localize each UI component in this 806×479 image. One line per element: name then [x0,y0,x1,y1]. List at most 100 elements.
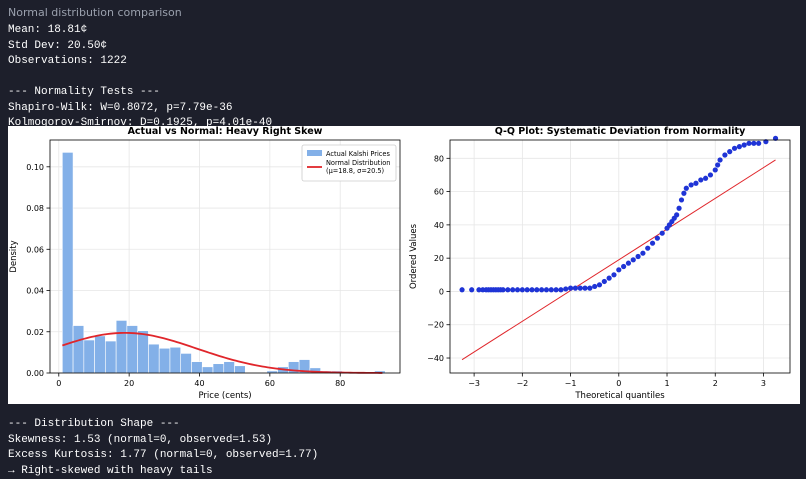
hist-xlabel: Price (cents) [198,391,251,401]
y-tick-label: 0.02 [26,328,44,337]
legend-label-normal-line: Normal Distribution [326,159,390,167]
figure: 0 20 40 60 80 0.00 0.02 0.04 0.06 0.08 0.10 Actual … [8,126,800,404]
output-line: Excess Kurtosis: 1.77 (normal=0, observe… [8,449,319,461]
cell-title: Normal distribution comparison [8,6,182,19]
qq-point [558,287,564,293]
qq-point [678,197,685,203]
output-line: Observations: 1222 [8,55,127,67]
x-tick-label: 0 [56,379,61,388]
y-tick-label: 0.10 [26,163,44,172]
qq-point [567,285,574,291]
histogram-bar [83,339,95,374]
output-line: Mean: 18.81¢ [8,24,88,36]
histogram-bar [72,325,85,374]
qq-point [514,287,521,293]
qq-point [543,287,550,293]
qq-point [640,250,646,256]
qq-point [645,245,651,251]
legend-box [301,144,397,182]
qq-point [616,267,622,273]
qq-point [529,287,535,293]
qq-point [698,177,704,183]
histogram-bar [137,330,149,374]
qq-point [524,287,530,293]
qq-point [476,287,482,293]
histogram-bar [201,366,214,374]
legend-label-normal: Normal Distribution (μ=18.8, σ=20.5) [326,159,390,175]
qq-point [469,287,475,293]
output-line: Skewness: 1.53 (normal=0, observed=1.53) [8,433,273,446]
qq-point [621,263,627,270]
qq-point [505,287,511,293]
qq-point [751,140,757,146]
qq-point [688,182,694,188]
histogram-bar [62,152,74,374]
output-line: → Right-skewed with heavy tails [8,464,213,477]
histogram-bar [105,340,117,374]
normal-curve-line [62,331,383,374]
qq-axes: −3 −2 −1 0 1 2 3 −40 −20 0 20 40 60 80 Q-Q Plot: Syste… [409,126,790,401]
x-tick-label: 40 [194,379,204,388]
qq-point [681,190,687,196]
qq-point [577,285,583,291]
qq-point [654,235,660,241]
qq-frame [449,139,791,374]
x-tick-label: 60 [265,379,275,388]
qq-point [707,172,714,178]
qq-ylabel: Ordered Values [409,223,419,289]
histogram-bars [62,152,386,374]
x-tick-label: −2 [516,379,528,388]
qq-point [674,212,680,218]
qq-point [592,283,598,290]
qq-fit-line [461,159,776,361]
qq-point [563,286,569,292]
histogram-bar [180,353,192,374]
qq-point [596,282,603,288]
x-tick-label: 1 [664,379,669,388]
qq-point [625,260,632,266]
legend-label-normal-line: (μ=18.8, σ=20.5) [326,167,384,175]
qq-point [539,287,545,293]
qq-point [746,140,752,146]
x-tick-label: 80 [335,379,345,388]
x-tick-label: 0 [616,379,621,388]
y-tick-label: 40 [434,221,444,230]
y-tick-label: 20 [434,254,444,263]
qq-point [659,230,665,236]
qq-point [582,285,588,291]
histogram-bar [115,320,128,374]
qq-point [736,144,742,150]
qq-point [722,152,728,158]
hist-title: Actual vs Normal: Heavy Right Skew [128,126,323,137]
x-tick-label: −1 [565,379,577,388]
qq-point [717,157,723,163]
histogram-bar [148,343,160,374]
qq-point [649,240,656,246]
histogram-bar [212,363,225,374]
qq-point [519,287,525,293]
qq-point [606,275,612,281]
qq-xlabel: Theoretical quantiles [574,391,665,401]
histogram-bar [234,365,246,374]
histogram-bar [223,361,235,374]
qq-point [715,162,721,168]
qq-point [712,167,718,173]
y-tick-label: 0.08 [26,204,44,213]
qq-point [510,287,516,293]
qq-point [587,285,593,291]
qq-point [534,287,540,293]
x-tick-label: 20 [124,379,134,388]
qq-points [459,135,779,293]
y-tick-label: 0.00 [26,369,44,378]
qq-point [500,287,506,293]
histogram-bar [191,361,203,374]
hist-ylabel: Density [9,240,19,272]
qq-point [703,175,709,181]
qq-point [611,272,617,278]
histogram-bar [169,346,182,374]
y-tick-label: 60 [434,188,444,197]
qq-point [741,142,747,148]
qq-point [553,287,559,293]
y-tick-label: 0.04 [26,287,44,296]
